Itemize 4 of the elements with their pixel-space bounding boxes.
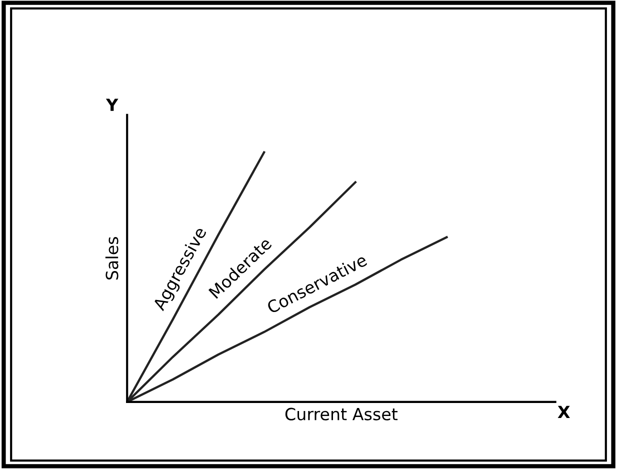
text: X [558,406,570,418]
x-axis-title: Current Asset [285,408,398,420]
y-axis-title: Sales [105,237,118,280]
text: Y [106,98,118,111]
